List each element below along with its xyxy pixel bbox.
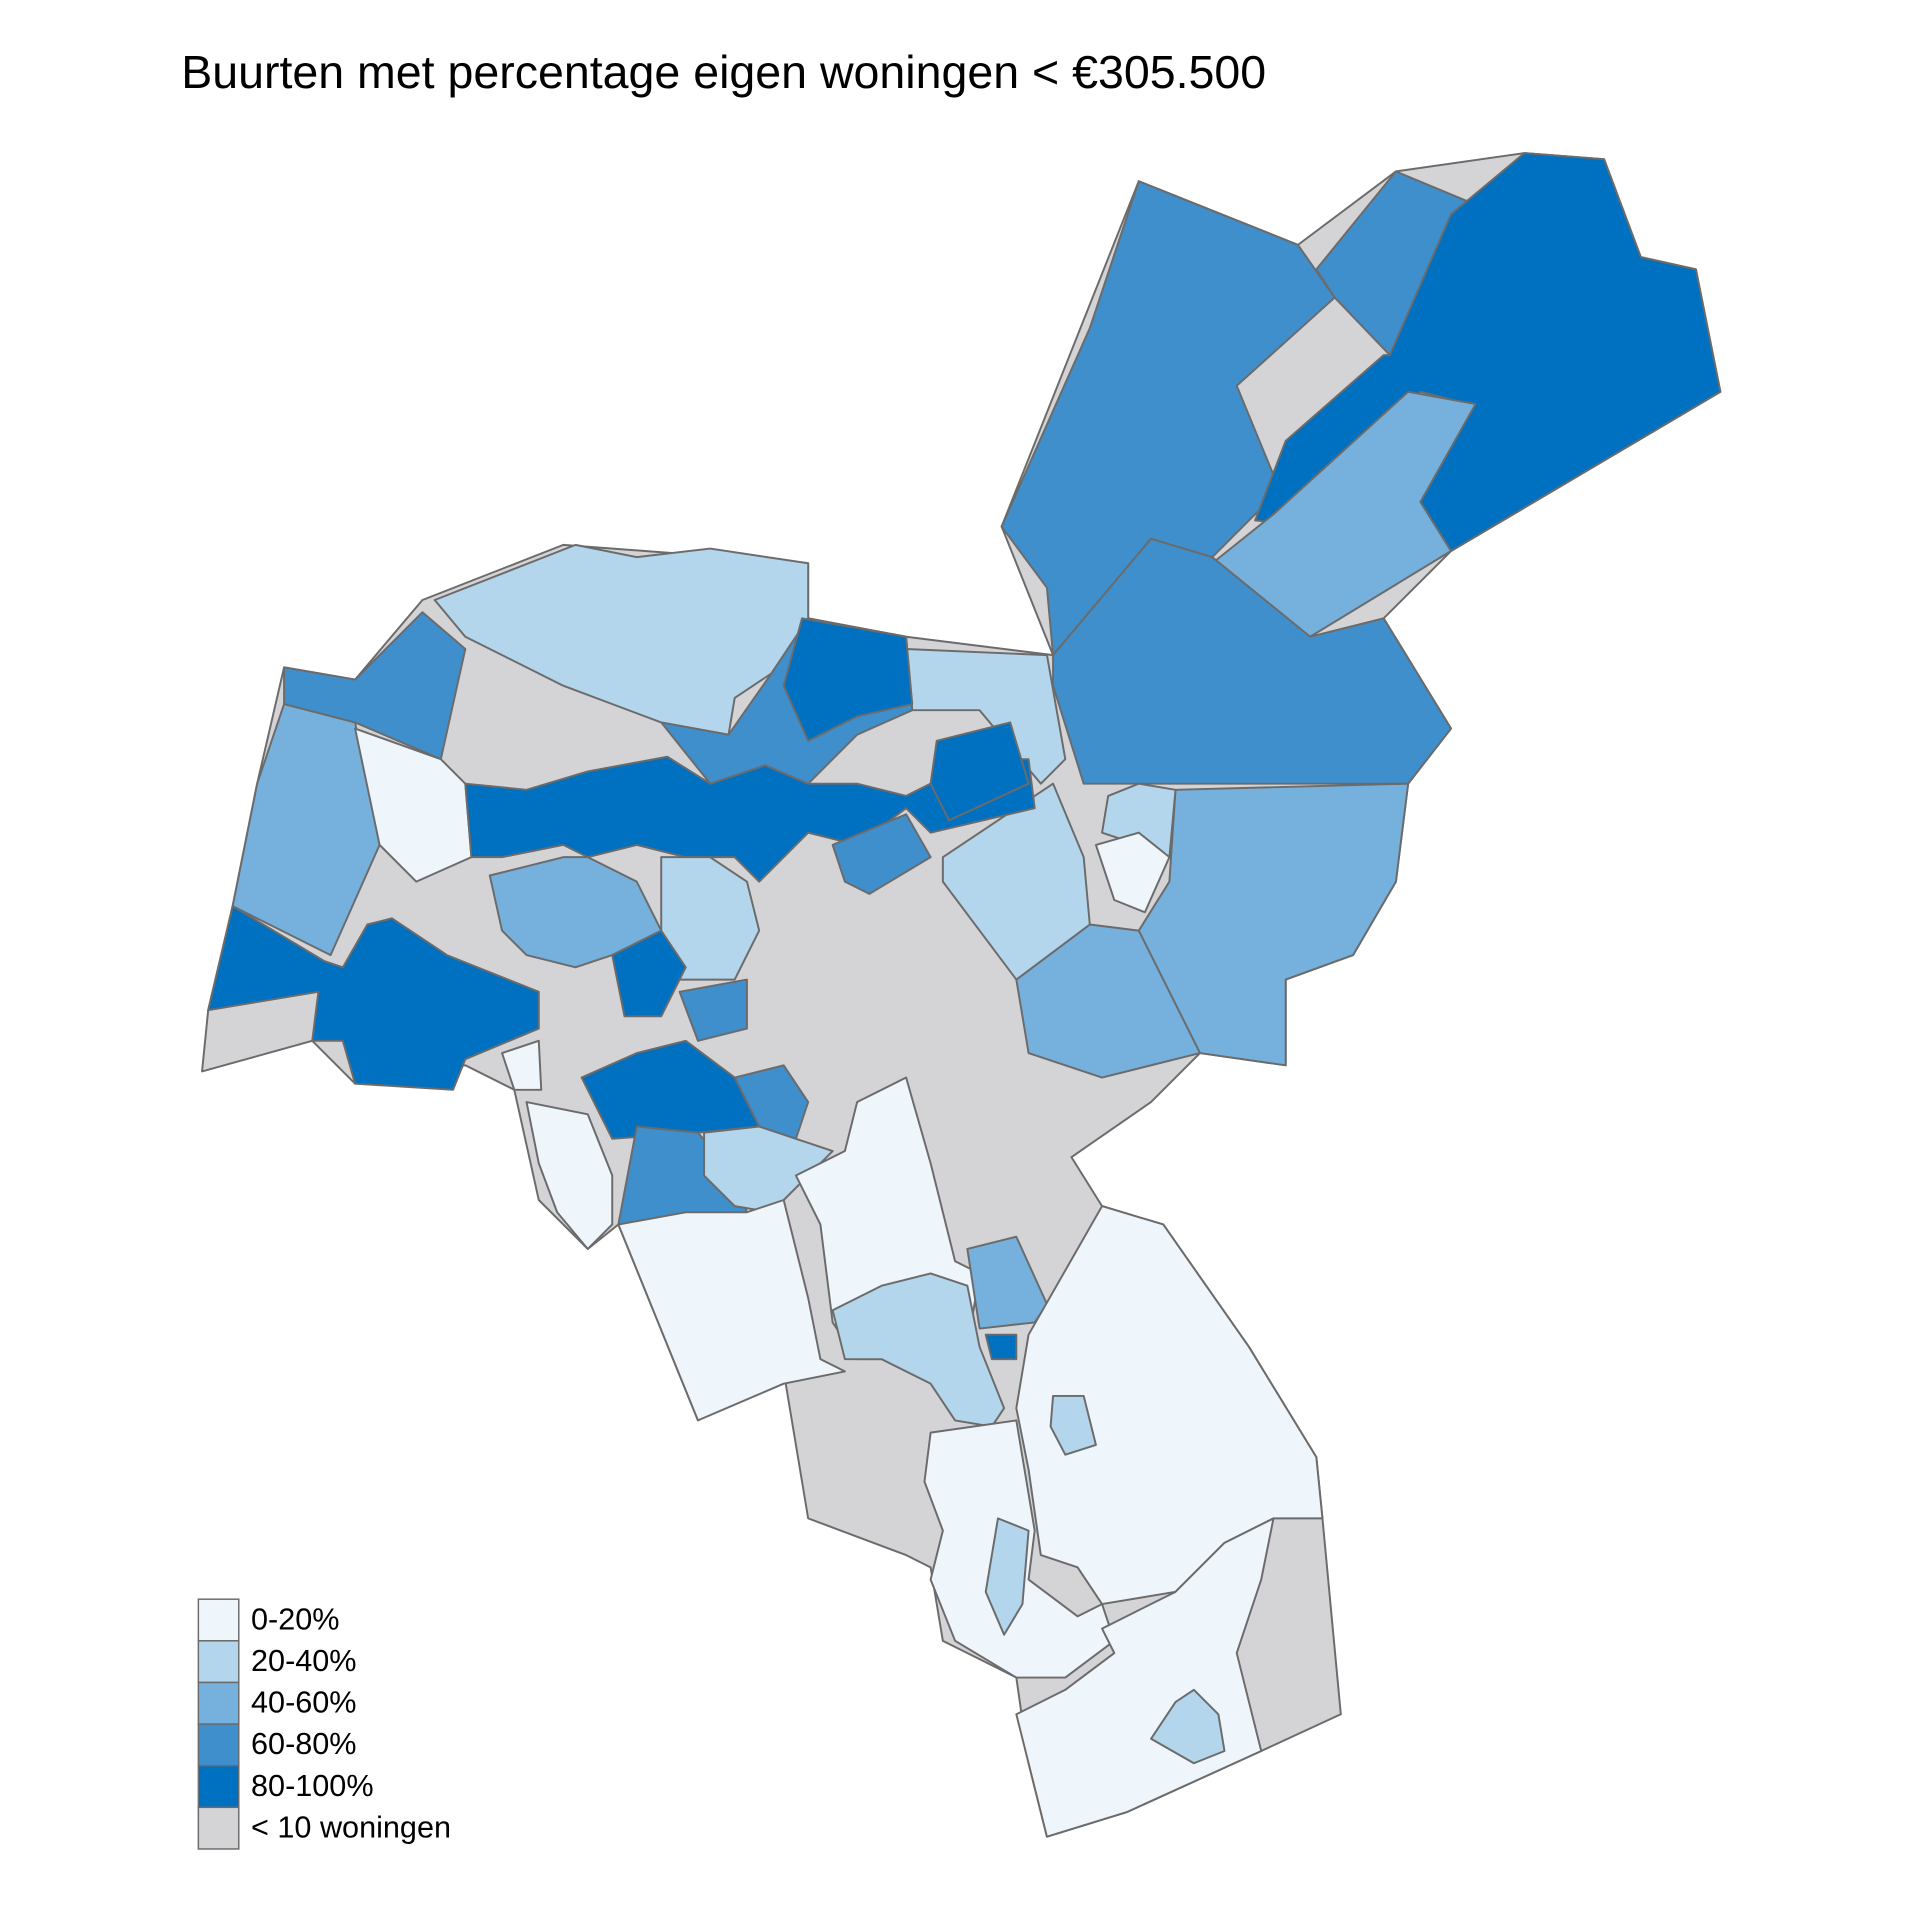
neighbourhood — [1000, 180, 1336, 657]
neighbourhood — [831, 1272, 1006, 1428]
legend-label: 20-40% — [251, 1644, 357, 1678]
legend-label: 40-60% — [251, 1686, 357, 1720]
legend-swatch — [197, 1764, 240, 1809]
map-title: Buurten met percentage eigen woningen < … — [181, 46, 1266, 98]
legend-swatch — [197, 1806, 240, 1850]
legend-label: 60-80% — [251, 1727, 357, 1761]
neighbourhood — [611, 929, 687, 1018]
neighbourhood — [283, 611, 467, 761]
neighbourhood — [831, 813, 932, 895]
legend-swatch — [197, 1723, 240, 1767]
neighbourhood — [617, 1199, 846, 1422]
legend-swatch — [197, 1681, 240, 1725]
neighbourhood — [1137, 782, 1410, 1067]
neighbourhood — [1052, 537, 1452, 785]
city-map — [201, 152, 1722, 1838]
neighbourhood — [1049, 1394, 1097, 1456]
legend-label: 0-20% — [251, 1602, 339, 1636]
legend: 0-20% 20-40% 40-60% 60-80% 80-100% < 10 wonin… — [197, 1598, 451, 1850]
neighbourhood — [1150, 1688, 1226, 1765]
neighbourhood — [678, 978, 748, 1042]
neighbourhood — [782, 617, 914, 742]
neighbourhood — [984, 1517, 1030, 1636]
neighbourhood — [929, 721, 1030, 822]
neighbourhood — [525, 1101, 614, 1250]
legend-label: < 10 woningen — [251, 1810, 451, 1844]
legend-swatch — [197, 1640, 240, 1684]
neighbourhood — [941, 782, 1091, 981]
neighbourhood — [207, 905, 540, 1091]
neighbourhood — [733, 1064, 810, 1140]
neighbourhood — [1094, 831, 1171, 914]
legend-label: 80-100% — [251, 1769, 374, 1803]
neighbourhood — [984, 1333, 1018, 1361]
neighbourhood — [501, 1039, 543, 1091]
legend-swatch — [197, 1598, 240, 1642]
